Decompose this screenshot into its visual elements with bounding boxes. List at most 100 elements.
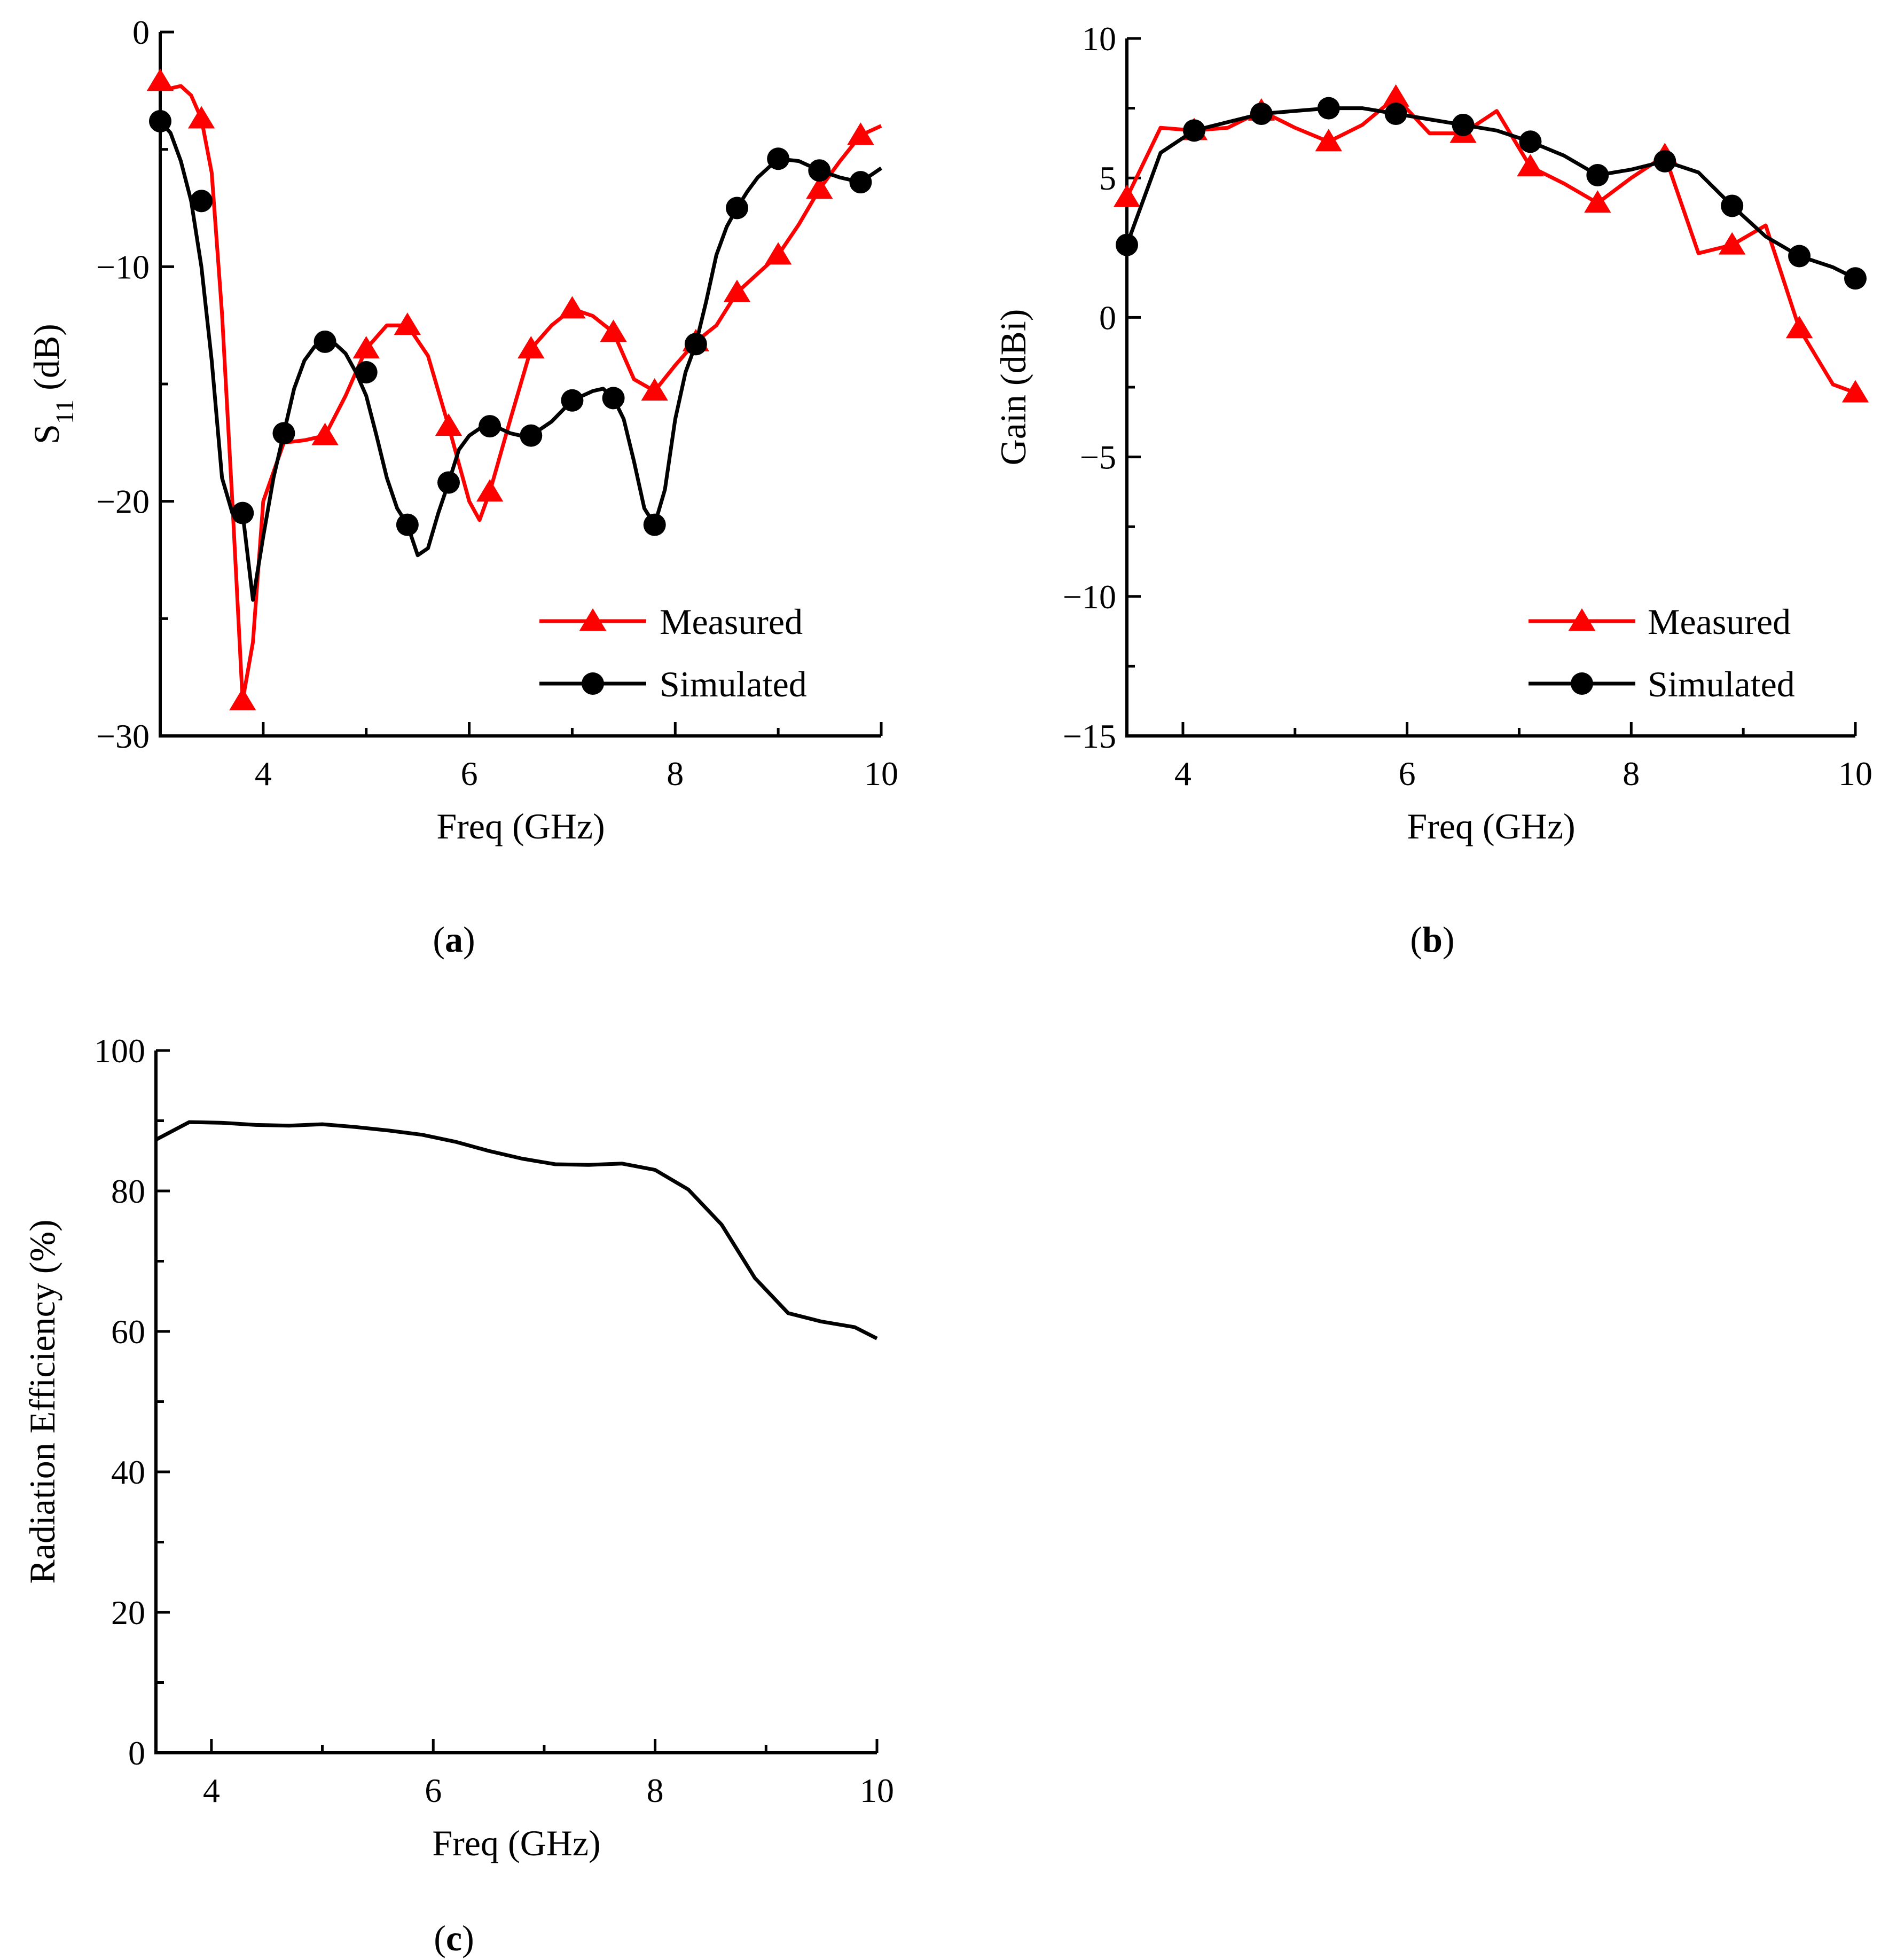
measured-point xyxy=(476,479,504,502)
y-tick-label: 0 xyxy=(132,13,150,51)
simulated-point xyxy=(437,471,460,494)
simulated-point xyxy=(602,387,625,410)
simulated-line xyxy=(159,120,882,602)
simulated-point xyxy=(808,159,831,182)
simulated-point xyxy=(1788,245,1811,268)
x-tick-label: 4 xyxy=(203,1771,220,1809)
y-tick-label: 0 xyxy=(1099,299,1116,336)
measured-point xyxy=(559,296,586,319)
simulated-point xyxy=(643,513,666,536)
legend-measured-marker xyxy=(1568,608,1596,631)
simulated-point xyxy=(1519,130,1542,153)
y-axis-title: S11 (dB) xyxy=(26,324,79,444)
y-tick-label: −30 xyxy=(96,717,150,755)
simulated-point xyxy=(1116,233,1138,256)
y-axis-title-unit: (dB) xyxy=(26,324,67,399)
measured-point xyxy=(518,336,545,359)
y-axis-title: Radiation Efficiency (%) xyxy=(22,1219,62,1583)
simulated-point xyxy=(1844,267,1867,290)
x-tick-label: 10 xyxy=(1838,755,1872,793)
measured-point xyxy=(1718,232,1746,255)
simulated-point xyxy=(1721,194,1744,217)
x-tick-label: 6 xyxy=(461,755,478,793)
y-tick-label: 20 xyxy=(111,1594,145,1632)
legend-simulated-marker xyxy=(582,672,604,695)
radiation-efficiency-chart: 0 20 40 60 80 100 4 6 8 10 Freq (GHz) Radiation Eff… xyxy=(22,1032,894,1863)
measured-point xyxy=(435,413,463,436)
legend-simulated-label: Simulated xyxy=(660,664,807,704)
x-tick-label: 6 xyxy=(1399,755,1416,793)
simulated-point xyxy=(1317,97,1340,120)
x-axis-title: Freq (GHz) xyxy=(436,806,605,846)
legend-simulated-marker xyxy=(1571,672,1593,695)
measured-point xyxy=(1785,316,1813,339)
x-tick-label: 8 xyxy=(647,1771,664,1809)
x-tick-label: 4 xyxy=(255,755,272,793)
simulated-point xyxy=(149,109,171,132)
y-tick-label: −10 xyxy=(1063,578,1116,616)
legend-measured-label: Measured xyxy=(660,601,803,642)
simulated-point xyxy=(520,424,543,447)
simulated-point xyxy=(1384,103,1407,126)
s11-chart: 0 −10 −20 −30 4 6 8 10 Freq (GHz) S11 (dB) Measure… xyxy=(26,13,898,846)
measured-point xyxy=(394,312,421,335)
y-tick-label: −15 xyxy=(1063,717,1116,755)
measured-point xyxy=(1113,184,1141,207)
simulated-point xyxy=(1182,119,1205,142)
measured-point xyxy=(1517,154,1544,177)
x-tick-label: 8 xyxy=(667,755,684,793)
x-axis-title: Freq (GHz) xyxy=(432,1823,600,1863)
x-tick-label: 8 xyxy=(1623,755,1640,793)
y-tick-label: 5 xyxy=(1099,159,1116,197)
x-tick-label: 6 xyxy=(425,1771,442,1809)
measured-point xyxy=(641,378,668,401)
measured-point xyxy=(187,106,215,129)
measured-point xyxy=(1841,380,1869,403)
y-tick-label: 10 xyxy=(1082,20,1116,58)
x-tick-label: 10 xyxy=(860,1771,894,1809)
measured-point xyxy=(806,176,833,199)
y-tick-label: 80 xyxy=(111,1172,145,1210)
measured-point xyxy=(229,688,256,711)
measured-point xyxy=(352,336,380,359)
x-axis-title: Freq (GHz) xyxy=(1407,806,1575,846)
simulated-point xyxy=(767,147,790,170)
measured-point xyxy=(1584,190,1611,213)
y-axis-title-main: S xyxy=(26,424,67,444)
legend-measured-marker xyxy=(579,608,607,631)
simulated-point xyxy=(849,171,872,194)
simulated-point xyxy=(231,501,254,524)
measured-line xyxy=(1125,95,1856,395)
measured-point xyxy=(1315,129,1342,152)
simulated-point xyxy=(272,422,295,445)
measured-point xyxy=(1382,84,1409,107)
simulated-point xyxy=(684,333,707,356)
legend-simulated-label: Simulated xyxy=(1648,664,1795,704)
simulated-point xyxy=(1586,163,1609,186)
y-axis-title-subscript: 11 xyxy=(51,399,79,424)
panel-label-a: (a) xyxy=(433,919,475,960)
simulated-point xyxy=(396,513,419,536)
legend-measured-label: Measured xyxy=(1648,601,1791,642)
simulated-point xyxy=(1452,113,1475,136)
simulated-point xyxy=(190,190,213,213)
x-tick-label: 4 xyxy=(1174,755,1192,793)
simulated-line xyxy=(1125,106,1856,280)
efficiency-line xyxy=(155,1120,878,1340)
simulated-point xyxy=(561,389,584,412)
measured-point xyxy=(311,422,339,445)
simulated-point xyxy=(355,361,378,384)
y-axis-title: Gain (dBi) xyxy=(993,309,1033,466)
y-tick-label: 100 xyxy=(94,1032,145,1070)
simulated-point xyxy=(314,330,336,353)
y-tick-label: −5 xyxy=(1080,438,1116,476)
measured-point xyxy=(146,68,174,91)
y-tick-label: 40 xyxy=(111,1453,145,1491)
gain-chart: 10 5 0 −5 −10 −15 4 6 8 10 Freq (GHz) Gain (dBi) Mea… xyxy=(993,20,1872,846)
simulated-point xyxy=(479,415,501,438)
simulated-point xyxy=(1250,103,1273,126)
y-tick-label: −20 xyxy=(96,483,150,521)
y-tick-label: 0 xyxy=(128,1734,145,1772)
y-tick-label: 60 xyxy=(111,1313,145,1351)
